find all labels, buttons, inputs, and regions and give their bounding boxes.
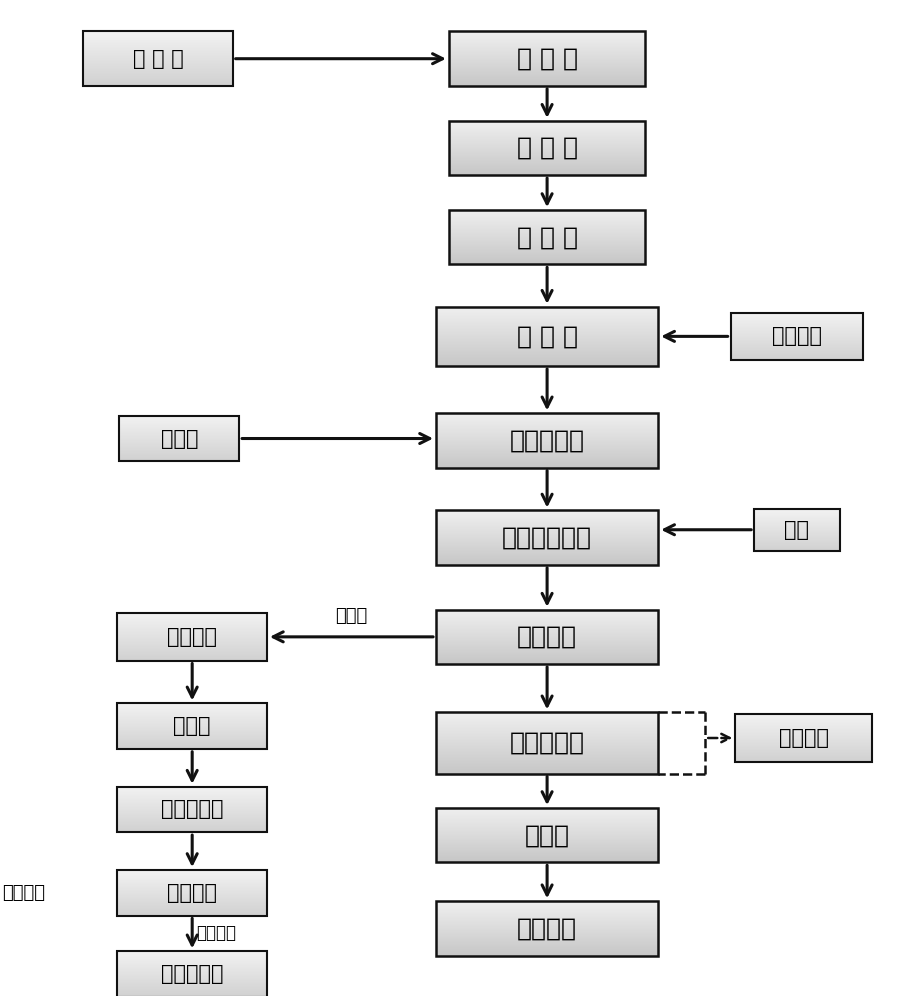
Text: 含盐溶液: 含盐溶液 [197,924,236,942]
Text: 水泥原料: 水泥原料 [2,884,45,902]
Text: 纳滤系统: 纳滤系统 [517,625,577,649]
Text: 达标排放: 达标排放 [517,916,577,940]
Text: 浓缩液池: 浓缩液池 [167,627,217,647]
Text: 微滤过滤器: 微滤过滤器 [510,428,584,452]
Text: 反渗透系统: 反渗透系统 [510,731,584,755]
Text: 硫酸: 硫酸 [784,520,810,540]
Text: 兼 氧 池: 兼 氧 池 [516,225,578,249]
Text: 清水池: 清水池 [525,823,570,847]
Text: 抽滤装置: 抽滤装置 [167,883,217,903]
Text: 化学清洗: 化学清洗 [778,728,829,748]
Text: 混凝沉淠池: 混凝沉淠池 [161,964,223,984]
Text: 厕 氧 池: 厕 氧 池 [516,136,578,160]
Text: 浓缩液: 浓缩液 [335,607,368,625]
Text: 焚烧炉: 焚烧炉 [174,716,211,736]
Text: 调 节 池: 调 节 池 [516,47,578,71]
Text: 石英砂过滤器: 石英砂过滤器 [502,526,592,550]
Text: 好 氧 池: 好 氧 池 [516,324,578,348]
Text: 曝气风机: 曝气风机 [772,326,822,346]
Text: 逆流水洗塔: 逆流水洗塔 [161,799,223,819]
Text: 反冲洗: 反冲洗 [161,429,199,449]
Text: 填 埋 场: 填 埋 场 [132,49,184,69]
